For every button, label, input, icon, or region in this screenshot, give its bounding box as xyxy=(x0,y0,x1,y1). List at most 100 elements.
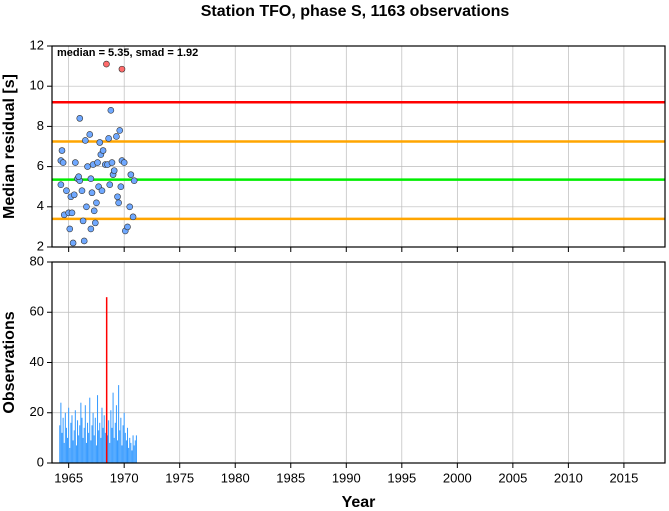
point xyxy=(63,187,70,195)
bar xyxy=(115,405,117,463)
bar xyxy=(69,447,71,463)
y-tick-label: 10 xyxy=(30,78,44,93)
point xyxy=(93,199,100,207)
x-tick-label: 1980 xyxy=(221,470,250,485)
point xyxy=(110,167,118,174)
bar xyxy=(133,445,135,463)
y-tick-label: 60 xyxy=(30,304,44,319)
bar xyxy=(134,440,136,463)
bar xyxy=(75,445,77,463)
bar xyxy=(92,412,94,463)
bar xyxy=(111,427,113,463)
y-tick-label: 8 xyxy=(37,118,44,133)
point xyxy=(58,147,66,154)
point xyxy=(92,219,99,227)
bar xyxy=(64,412,66,463)
plot-frame xyxy=(51,45,666,248)
bar xyxy=(105,297,108,463)
y-axis-label: Median residual [s] xyxy=(1,74,18,219)
x-tick-label: 2010 xyxy=(554,470,583,485)
bar xyxy=(85,442,87,463)
bar xyxy=(78,435,80,463)
bar xyxy=(113,437,115,463)
bar xyxy=(90,440,92,463)
y-tick-label: 2 xyxy=(37,238,44,253)
bar xyxy=(132,435,134,463)
bar xyxy=(100,437,102,463)
point xyxy=(124,223,131,231)
point xyxy=(82,137,89,144)
bar xyxy=(59,425,61,463)
bar xyxy=(101,407,103,463)
chart-title: Station TFO, phase S, 1163 observations xyxy=(201,3,510,20)
x-tick-label: 1995 xyxy=(387,470,416,485)
point xyxy=(107,107,115,114)
point xyxy=(76,115,84,122)
x-tick-label: 1965 xyxy=(54,470,83,485)
bar xyxy=(82,437,84,463)
bar xyxy=(129,437,131,463)
bar xyxy=(108,420,110,463)
point xyxy=(116,127,124,134)
bar xyxy=(103,415,105,463)
point xyxy=(66,225,74,233)
bar xyxy=(73,430,75,463)
y-axis-label: Observations xyxy=(1,311,18,413)
point xyxy=(78,187,86,195)
y-tick-label: 4 xyxy=(37,198,44,213)
point xyxy=(68,209,76,217)
x-tick-label: 1975 xyxy=(165,470,194,485)
bar xyxy=(71,415,73,463)
point xyxy=(120,159,128,166)
bar xyxy=(80,402,82,463)
point xyxy=(79,217,87,225)
bar xyxy=(109,442,111,463)
bar xyxy=(107,435,109,463)
point xyxy=(87,225,95,233)
point xyxy=(106,181,114,188)
y-tick-label: 6 xyxy=(37,158,44,173)
point xyxy=(69,239,77,247)
bar xyxy=(123,412,125,463)
y-tick-label: 80 xyxy=(30,253,44,268)
bar xyxy=(68,407,70,463)
point xyxy=(90,207,98,215)
point xyxy=(113,133,120,140)
annotation: median = 5.35, smad = 1.92 xyxy=(57,47,198,59)
point xyxy=(94,159,101,166)
point xyxy=(114,193,121,201)
point xyxy=(83,203,90,211)
y-tick-label: 0 xyxy=(37,454,44,469)
bar xyxy=(91,425,93,463)
point xyxy=(72,159,79,166)
bar xyxy=(70,422,72,463)
point xyxy=(59,159,67,166)
point xyxy=(126,203,134,211)
y-tick-label: 12 xyxy=(30,37,44,52)
bar xyxy=(99,422,101,463)
bar xyxy=(88,432,90,463)
point xyxy=(108,159,116,166)
bar xyxy=(130,442,132,463)
x-tick-label: 1990 xyxy=(332,470,361,485)
bar xyxy=(84,405,86,463)
bar xyxy=(112,392,114,463)
bar xyxy=(117,440,119,463)
point xyxy=(127,171,135,178)
bar xyxy=(63,442,65,463)
bar xyxy=(61,432,63,463)
point xyxy=(70,191,78,199)
bar xyxy=(79,425,81,463)
x-tick-label: 2000 xyxy=(443,470,472,485)
point xyxy=(88,189,96,197)
point xyxy=(130,177,138,184)
bar xyxy=(89,397,91,463)
bar xyxy=(94,417,96,463)
bar xyxy=(119,430,121,463)
y-tick-label: 40 xyxy=(30,354,44,369)
bar xyxy=(65,427,67,463)
x-tick-label: 2005 xyxy=(498,470,527,485)
x-tick-label: 1970 xyxy=(110,470,139,485)
x-tick-label: 1985 xyxy=(276,470,305,485)
